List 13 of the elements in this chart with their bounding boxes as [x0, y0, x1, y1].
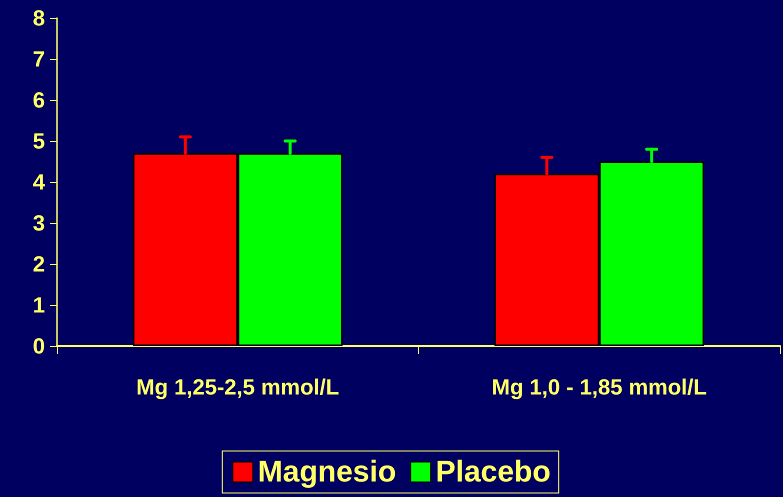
- legend-label: Placebo: [436, 456, 551, 488]
- x-tick-label: Mg 1,25-2,5 mmol/L: [136, 374, 340, 400]
- y-tick-label: 0: [32, 334, 45, 358]
- legend-label: Magnesio: [258, 456, 396, 488]
- y-tick-label: 5: [32, 128, 45, 154]
- x-tick-label: Mg 1,0 - 1,85 mmol/L: [492, 374, 707, 400]
- y-tick-label: 1: [32, 292, 45, 318]
- y-tick-label: 7: [32, 46, 45, 72]
- y-tick-label: 3: [32, 210, 45, 236]
- y-tick-label: 4: [32, 170, 46, 194]
- y-tick-label: 8: [32, 6, 45, 30]
- y-tick-label: 6: [32, 88, 45, 112]
- y-tick-label: 2: [32, 252, 45, 276]
